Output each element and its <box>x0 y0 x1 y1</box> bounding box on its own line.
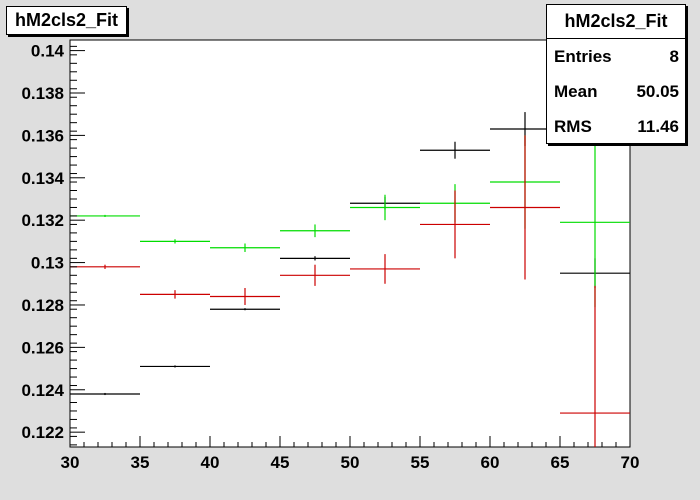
data-point <box>490 135 560 280</box>
stats-value: 11.46 <box>637 117 679 136</box>
y-tick-label: 0.124 <box>21 381 64 400</box>
y-tick-label: 0.138 <box>21 84 64 103</box>
y-tick-label: 0.132 <box>21 211 64 230</box>
x-tick-label: 70 <box>621 453 640 472</box>
data-point <box>350 194 420 221</box>
x-tick-label: 35 <box>131 453 150 472</box>
data-point <box>560 137 630 308</box>
data-point <box>280 264 350 286</box>
data-point <box>280 224 350 238</box>
stats-row-mean: Mean 50.05 <box>547 74 685 109</box>
data-point <box>350 254 420 284</box>
stats-box: hM2cls2_Fit Entries 8 Mean 50.05 RMS 11.… <box>546 4 686 144</box>
data-point <box>140 365 210 368</box>
y-tick-label: 0.14 <box>31 42 65 61</box>
y-tick-label: 0.126 <box>21 338 64 357</box>
series-layer <box>70 112 630 447</box>
histogram-title: hM2cls2_Fit <box>6 6 128 35</box>
data-point <box>280 256 350 261</box>
data-point <box>70 214 140 218</box>
stats-label: RMS <box>554 117 592 136</box>
data-point <box>420 190 490 259</box>
x-tick-label: 60 <box>481 453 500 472</box>
stats-value: 8 <box>669 47 679 66</box>
stats-label: Entries <box>554 47 612 66</box>
y-tick-label: 0.128 <box>21 296 64 315</box>
plot-frame <box>69 39 631 448</box>
data-point <box>140 239 210 244</box>
y-tick-label: 0.122 <box>21 423 64 442</box>
data-point <box>210 243 280 252</box>
series-2 <box>70 135 630 447</box>
x-tick-label: 30 <box>61 453 80 472</box>
data-point <box>560 285 630 447</box>
stats-label: Mean <box>554 82 598 101</box>
y-tick-label: 0.13 <box>31 254 64 273</box>
x-tick-label: 65 <box>551 453 570 472</box>
axes-layer: 30 35 40 45 50 55 60 65 70 0.122 0.124 0.126 0.128 0.… <box>21 42 639 472</box>
stats-row-rms: RMS 11.46 <box>547 109 685 144</box>
stats-value: 50.05 <box>636 82 679 101</box>
stats-row-entries: Entries 8 <box>547 39 685 74</box>
data-point <box>70 392 140 396</box>
y-tick-label: 0.134 <box>21 169 64 188</box>
x-tick-label: 55 <box>411 453 430 472</box>
data-point <box>140 290 210 299</box>
stats-title: hM2cls2_Fit <box>547 5 685 39</box>
x-tick-label: 40 <box>201 453 220 472</box>
data-point <box>70 264 140 269</box>
y-tick-label: 0.136 <box>21 126 64 145</box>
data-point <box>210 308 280 311</box>
x-tick-label: 50 <box>341 453 360 472</box>
data-point <box>420 141 490 159</box>
x-tick-label: 45 <box>271 453 290 472</box>
histogram-title-text: hM2cls2_Fit <box>15 10 119 30</box>
data-point <box>210 288 280 305</box>
